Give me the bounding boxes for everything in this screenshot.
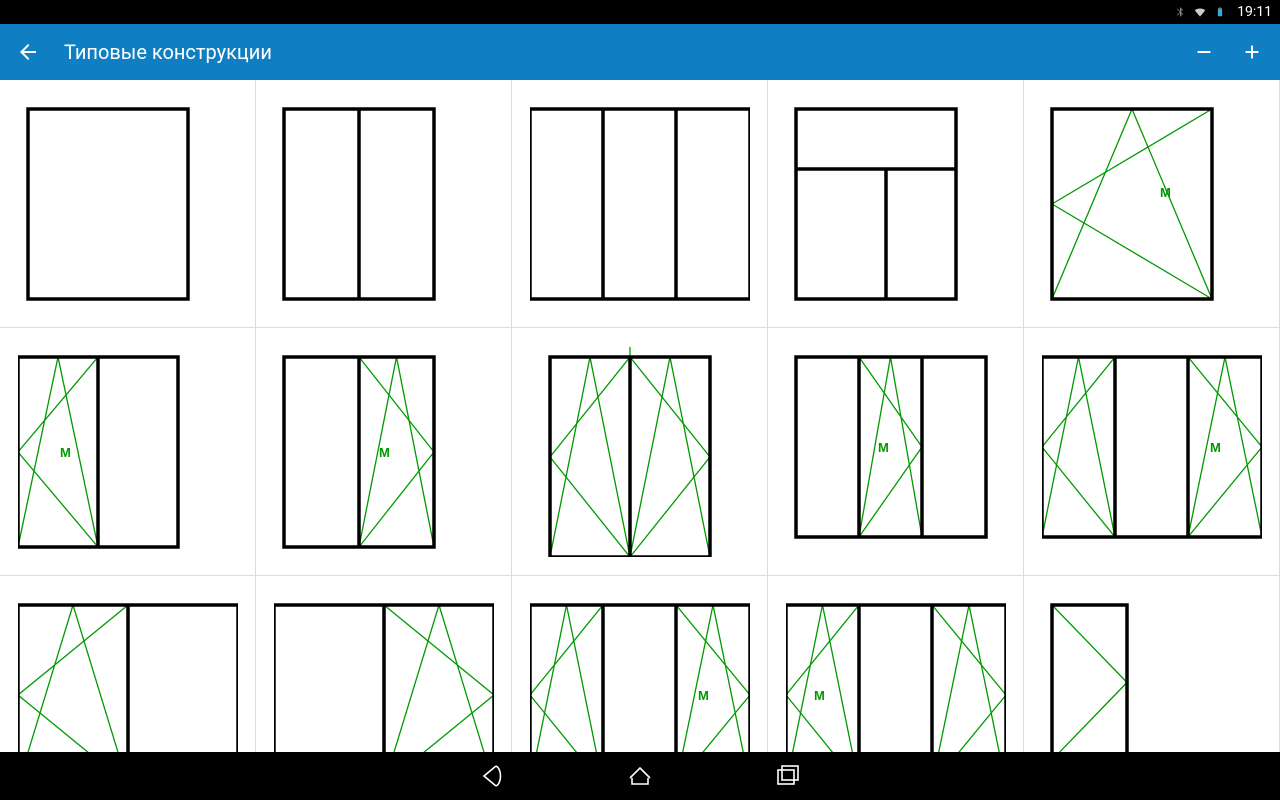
battery-icon [1213, 5, 1227, 19]
window-type-cell[interactable]: M [256, 328, 512, 576]
page-title: Типовые конструкции [64, 40, 1168, 64]
window-type-cell[interactable]: M [0, 328, 256, 576]
svg-text:M: M [814, 688, 825, 703]
android-status-bar: 19:11 [0, 0, 1280, 24]
window-type-cell[interactable]: M [768, 328, 1024, 576]
window-type-grid: M M M M M M M [0, 80, 1280, 752]
plus-button[interactable] [1240, 40, 1264, 64]
nav-recent-icon[interactable] [774, 762, 802, 790]
content-area: M M M M M M M [0, 80, 1280, 752]
window-type-cell[interactable]: M [768, 576, 1024, 752]
svg-text:M: M [878, 440, 889, 455]
nav-back-icon[interactable] [478, 762, 506, 790]
window-type-cell[interactable]: M [1024, 80, 1280, 328]
window-type-cell[interactable]: M [1024, 328, 1280, 576]
svg-text:M: M [1160, 185, 1171, 200]
back-button[interactable] [16, 40, 40, 64]
window-type-cell[interactable] [512, 328, 768, 576]
window-type-cell[interactable] [0, 576, 256, 752]
minus-button[interactable] [1192, 40, 1216, 64]
window-type-cell[interactable] [256, 80, 512, 328]
wifi-icon [1193, 5, 1207, 19]
window-type-cell[interactable] [512, 80, 768, 328]
android-nav-bar [0, 752, 1280, 800]
window-type-cell[interactable] [1024, 576, 1280, 752]
nav-home-icon[interactable] [626, 762, 654, 790]
svg-text:M: M [1210, 440, 1221, 455]
window-type-cell[interactable]: M [512, 576, 768, 752]
window-type-cell[interactable] [0, 80, 256, 328]
svg-text:M: M [60, 445, 71, 460]
window-type-cell[interactable] [768, 80, 1024, 328]
svg-text:M: M [698, 688, 709, 703]
window-type-cell[interactable] [256, 576, 512, 752]
status-clock: 19:11 [1237, 4, 1272, 20]
app-bar: Типовые конструкции [0, 24, 1280, 80]
svg-text:M: M [379, 445, 390, 460]
bluetooth-icon [1173, 5, 1187, 19]
